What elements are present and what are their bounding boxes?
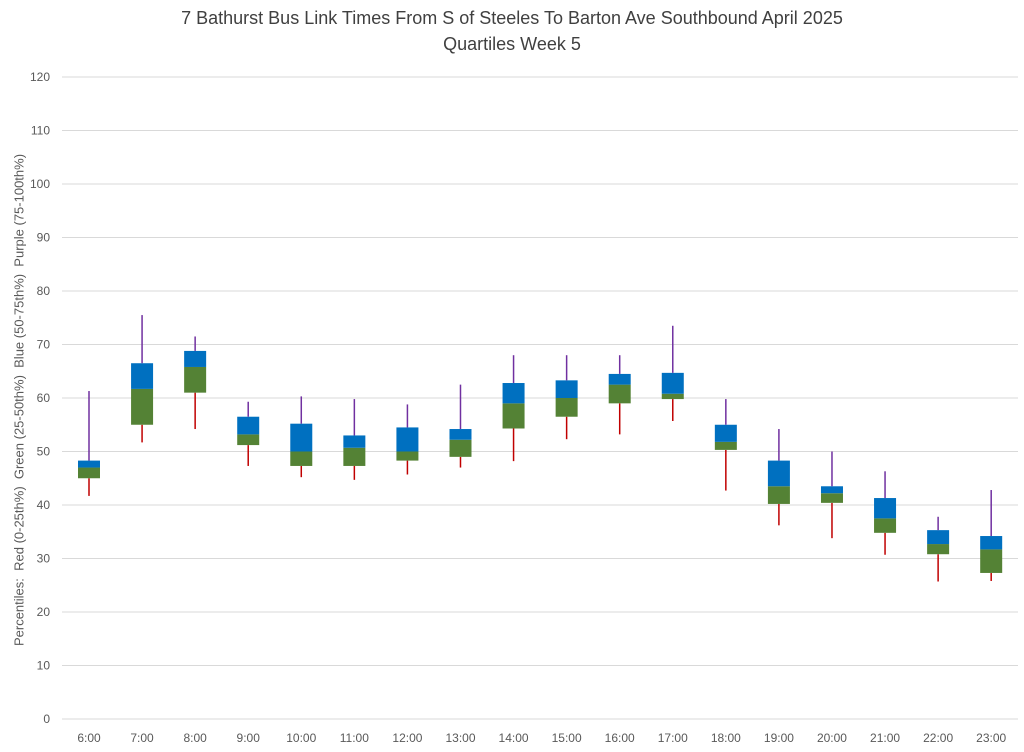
chart-title: 7 Bathurst Bus Link Times From S of Stee… [181, 8, 843, 28]
box-segment-green [767, 486, 790, 504]
x-tick-label: 17:00 [658, 731, 688, 745]
box-segment-green [396, 451, 419, 461]
x-tick-label: 15:00 [552, 731, 582, 745]
box-segment-blue [449, 429, 472, 440]
x-tick-label: 23:00 [976, 731, 1006, 745]
box-segment-blue [661, 372, 684, 394]
box-segment-green [608, 384, 631, 404]
y-tick-label: 10 [37, 659, 51, 673]
x-tick-label: 6:00 [77, 731, 101, 745]
chart-subtitle: Quartiles Week 5 [443, 34, 581, 54]
x-tick-label: 12:00 [392, 731, 422, 745]
x-tick-label: 16:00 [605, 731, 635, 745]
box-segment-blue [608, 373, 631, 385]
box-segment-blue [874, 498, 897, 519]
box-segment-blue [237, 416, 260, 435]
y-tick-label: 30 [37, 552, 51, 566]
box-segment-green [290, 451, 313, 466]
box-segment-blue [290, 423, 313, 452]
y-tick-label: 110 [31, 124, 50, 138]
x-tick-labels: 6:00 7:00 8:00 9:00 10:00 11:00 12:00 13:00 14:0… [77, 731, 1006, 745]
gridlines [62, 76, 1018, 720]
box-segment-blue [927, 530, 950, 545]
box-segment-blue [131, 363, 154, 389]
box-segment-green [980, 549, 1003, 573]
box-segment-green [78, 467, 100, 479]
y-tick-label: 100 [30, 177, 50, 191]
box-segment-blue [502, 383, 525, 404]
box-segment-green [237, 434, 260, 446]
box-segment-green [343, 447, 366, 466]
y-tick-label: 50 [37, 445, 51, 459]
box-segment-blue [980, 536, 1003, 550]
x-tick-label: 11:00 [340, 731, 369, 745]
y-tick-label: 120 [30, 70, 50, 84]
box-segment-blue [820, 486, 843, 494]
box-segment-blue [396, 427, 419, 452]
box-segment-green [131, 388, 154, 425]
x-tick-label: 19:00 [764, 731, 794, 745]
y-tick-label: 60 [37, 391, 51, 405]
box-segment-green [874, 518, 897, 533]
x-tick-label: 8:00 [183, 731, 207, 745]
box-segment-blue [555, 380, 578, 398]
x-tick-label: 22:00 [923, 731, 953, 745]
box-segment-green [502, 403, 525, 429]
box-segment-green [714, 441, 737, 450]
box-segment-blue [714, 424, 737, 442]
x-tick-label: 14:00 [499, 731, 529, 745]
box-segment-blue [343, 435, 366, 448]
box-segment-green [449, 439, 472, 457]
y-tick-label: 40 [37, 498, 51, 512]
y-tick-label: 80 [37, 284, 51, 298]
y-tick-labels: 0 10 20 30 40 50 60 70 80 90 100 110 120 [30, 70, 50, 726]
box-marks [78, 315, 1003, 582]
x-tick-label: 18:00 [711, 731, 741, 745]
box-segment-green [661, 393, 684, 400]
y-tick-label: 90 [37, 231, 51, 245]
box-segment-blue [78, 460, 100, 468]
x-tick-label: 21:00 [870, 731, 900, 745]
y-tick-label: 70 [37, 338, 51, 352]
y-tick-label: 0 [43, 712, 50, 726]
y-tick-label: 20 [37, 605, 51, 619]
box-segment-blue [767, 460, 790, 487]
x-tick-label: 20:00 [817, 731, 847, 745]
x-tick-label: 13:00 [445, 731, 475, 745]
box-segment-green [184, 366, 207, 393]
box-segment-green [820, 493, 843, 503]
box-segment-green [555, 398, 578, 417]
x-tick-label: 10:00 [286, 731, 316, 745]
x-tick-label: 7:00 [130, 731, 154, 745]
x-tick-label: 9:00 [237, 731, 261, 745]
box-segment-blue [184, 350, 207, 367]
box-segment-green [927, 544, 950, 555]
